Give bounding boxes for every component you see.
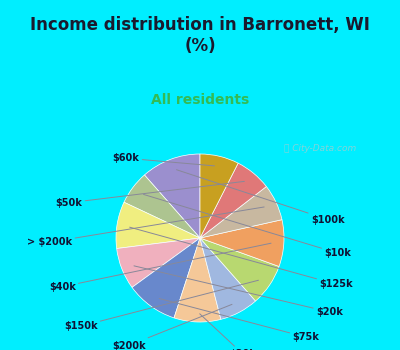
- Text: $40k: $40k: [49, 243, 271, 292]
- Wedge shape: [116, 202, 200, 248]
- Text: $50k: $50k: [56, 181, 244, 208]
- Text: $125k: $125k: [130, 227, 353, 289]
- Text: Income distribution in Barronett, WI
(%): Income distribution in Barronett, WI (%): [30, 16, 370, 55]
- Wedge shape: [200, 238, 279, 301]
- Wedge shape: [200, 187, 282, 238]
- Wedge shape: [200, 163, 266, 238]
- Text: ⓘ City-Data.com: ⓘ City-Data.com: [284, 144, 356, 153]
- Wedge shape: [200, 238, 256, 319]
- Text: All residents: All residents: [151, 93, 249, 107]
- Text: $20k: $20k: [134, 266, 343, 317]
- Text: $75k: $75k: [159, 299, 319, 342]
- Text: > $200k: > $200k: [27, 207, 264, 247]
- Wedge shape: [200, 220, 284, 266]
- Text: $10k: $10k: [144, 194, 351, 258]
- Wedge shape: [132, 238, 200, 318]
- Text: $200k: $200k: [112, 304, 232, 350]
- Wedge shape: [117, 238, 200, 287]
- Text: $30k: $30k: [200, 314, 256, 350]
- Wedge shape: [200, 154, 238, 238]
- Text: $60k: $60k: [113, 153, 214, 166]
- Text: $100k: $100k: [176, 170, 344, 224]
- Wedge shape: [174, 238, 221, 322]
- Wedge shape: [124, 175, 200, 238]
- Wedge shape: [144, 154, 200, 238]
- Text: $150k: $150k: [64, 280, 258, 331]
